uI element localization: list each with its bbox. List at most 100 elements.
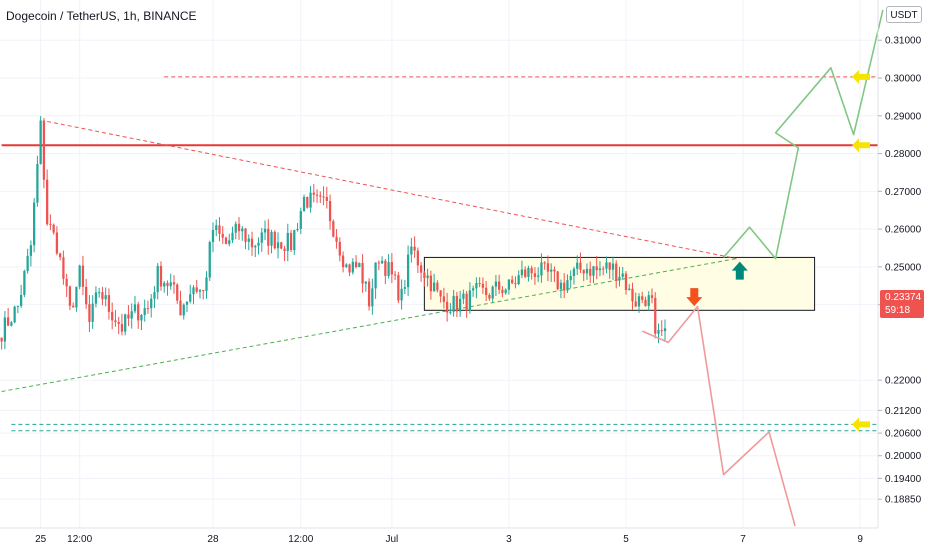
candle-body [361,262,364,284]
x-tick-label: 3 [506,534,512,545]
candle-body [657,330,660,334]
y-tick-label: 0.20600 [885,429,922,440]
candle-body [6,317,10,326]
candle-body [19,294,23,306]
bullish-projection-path [722,9,884,260]
x-tick-label: 5 [623,534,629,545]
candle-body [462,293,465,299]
candle-body [520,269,524,276]
candle-body [322,196,325,198]
candle-body [377,262,380,264]
candle-body [423,272,426,278]
candle-body [524,269,527,277]
candle-body [163,282,166,287]
candle-body [543,262,546,264]
candle-body [618,276,621,281]
candle-body [380,260,384,264]
candle-body [176,284,179,301]
y-tick-label: 0.21200 [885,406,922,417]
candle-body [605,262,608,269]
candle-countdown: 59:18 [885,305,911,316]
candle-body [608,262,611,270]
currency-unit-badge[interactable]: USDT [886,6,922,23]
candle-body [241,228,244,232]
candle-body [26,255,29,272]
x-tick-label: 12:00 [288,534,313,545]
bearish-projection-path [641,305,796,527]
candle-body [153,292,156,299]
trendlines[interactable] [1,120,737,393]
candle-body [374,262,377,289]
candle-body [166,282,169,287]
level-arrow-icons [852,69,870,432]
x-tick-label: Jul [385,534,398,545]
candle-body [133,304,137,312]
candle-body [530,267,533,274]
trendline [1,258,737,393]
candle-body [465,293,468,311]
candle-body [537,275,540,277]
candle-body [439,290,442,297]
candle-body [335,236,338,242]
candle-body [289,232,293,251]
candle-body [270,231,273,246]
candle-body [309,192,312,208]
y-tick-label: 0.22000 [885,376,922,387]
candle-body [254,245,257,248]
candle-body [553,269,556,272]
candle-body [598,268,602,271]
candle-body [312,192,315,195]
candle-body [231,232,234,241]
candle-body [641,296,644,300]
candle-body [195,287,198,292]
candle-body [445,301,449,313]
candle-body [263,228,267,233]
yellow-arrow-left-icon [852,417,870,432]
candle-body [146,308,150,310]
candle-body [182,304,185,316]
candle-body [228,240,231,244]
candle-body [101,292,104,300]
candle-body [75,286,78,308]
candle-body [267,228,270,246]
current-price-value: 0.23374 [885,292,922,303]
candle-body [286,232,289,252]
candle-body [371,288,374,307]
candle-body [189,294,192,302]
candle-body [221,233,224,238]
candle-body [647,295,650,306]
candle-body [452,295,455,312]
candle-body [663,328,667,332]
arrow-up-icon [731,261,748,280]
candle-body [660,330,663,332]
candle-body [511,279,514,284]
candle-body [29,245,33,256]
candle-body [481,283,485,288]
projection-paths[interactable] [641,9,884,527]
candle-body [504,289,507,294]
candle-body [169,282,172,287]
candle-body [127,314,130,319]
candle-body [602,268,605,270]
horizontal-levels[interactable] [1,76,878,432]
candle-body [283,248,286,252]
candle-body [650,295,654,298]
candle-body [358,262,361,268]
candle-body [65,278,68,287]
candle-body [468,290,472,311]
candle-body [117,322,120,325]
candle-body [234,223,237,233]
candle-body [192,287,195,295]
candle-body [302,196,306,212]
signal-markers[interactable] [686,261,748,307]
candle-body [533,273,537,277]
candle-body [325,197,328,202]
y-tick-label: 0.19400 [885,474,922,485]
candle-body [202,290,205,292]
candle-body [410,246,413,255]
chart-title: Dogecoin / TetherUS, 1h, BINANCE [6,9,197,23]
candle-body [332,221,335,237]
candle-body [215,225,218,230]
candle-body [556,271,559,290]
